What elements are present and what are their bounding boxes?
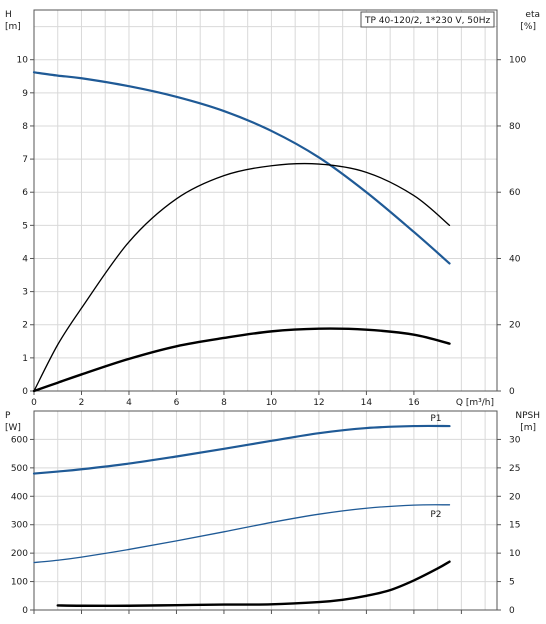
chart0-series-1-line [33,162,451,392]
chart0-ytick-left-label: 8 [22,122,28,132]
chart1-ytick-left-label: 400 [11,492,28,502]
chart1-ytick-right-label: 25 [509,464,520,474]
chart0-ytick-right-label: 80 [509,122,521,132]
chart0-ylabel-right-unit: [%] [520,22,536,32]
chart0-title-box [360,11,495,28]
chart0-ytick-left-label: 0 [22,387,28,397]
chart1-ytick-right-label: 0 [509,606,515,616]
chart0-xtick-label: 12 [313,398,324,408]
chart1-panel [30,410,501,614]
chart0-xtick-label: 4 [126,398,132,408]
chart0-ytick-left-label: 2 [22,321,28,331]
chart0-xtick-label: 2 [79,398,85,408]
chart1-series-0-label: P1 [430,414,441,424]
chart1-ylabel-right-unit: [m] [520,423,536,433]
chart0-ytick-left-label: 7 [22,155,28,165]
chart0-ytick-right-label: 40 [509,254,521,264]
chart1-series-1-label: P2 [430,510,441,520]
chart1-ytick-right-label: 10 [509,549,521,559]
chart1-series-1-line [33,504,451,564]
chart0-series-2-line [32,327,451,393]
chart0-ytick-right-label: 20 [509,321,521,331]
chart0-xtick-label: 16 [408,398,420,408]
chart0-xtick-label: 6 [174,398,180,408]
chart1-ytick-left-label: 600 [11,435,28,445]
chart0-ytick-left-label: 6 [22,188,28,198]
chart1-series-0-line [32,424,451,475]
chart0-frame [33,9,498,392]
chart0-panel [30,9,501,395]
chart0-title: TP 40-120/2, 1*230 V, 50Hz [364,16,491,26]
chart0-ylabel-left: H [5,10,12,20]
chart0-xtick-label: 8 [221,398,227,408]
chart0-ytick-right-label: 100 [509,56,526,66]
chart0-xlabel: Q [m³/h] [456,398,494,408]
chart1-ytick-right-label: 5 [509,578,515,588]
chart1-ytick-right-label: 20 [509,492,521,502]
chart1-ylabel-right: NPSH [515,411,540,421]
chart0-ylabel-left-unit: [m] [5,22,21,32]
chart1-ytick-left-label: 0 [22,606,28,616]
chart0-ytick-left-label: 5 [22,221,28,231]
chart1-series-2-line [56,560,451,607]
chart0-ytick-left-label: 4 [22,254,28,264]
chart0-ytick-left-label: 10 [17,56,29,66]
chart1-ytick-left-label: 100 [11,578,28,588]
chart0-xtick-label: 10 [266,398,278,408]
chart1-ylabel-left: P [5,411,11,421]
chart0-ytick-right-label: 60 [509,188,521,198]
chart0-ytick-left-label: 3 [22,288,28,298]
chart1-ytick-left-label: 200 [11,549,28,559]
chart0-ylabel-right: eta [525,10,540,20]
chart0-xtick-label: 14 [361,398,373,408]
chart1-frame [33,410,498,611]
chart0-xtick-label: 0 [31,398,37,408]
chart0-ytick-left-label: 9 [22,89,28,99]
chart1-ytick-left-label: 300 [11,521,28,531]
chart1-ytick-left-label: 500 [11,464,28,474]
chart1-ytick-right-label: 15 [509,521,520,531]
chart0-series-0-line [32,71,451,265]
chart1-ytick-right-label: 30 [509,435,521,445]
chart0-ytick-left-label: 1 [22,354,28,364]
chart1-ylabel-left-unit: [W] [5,423,21,433]
chart0-ytick-right-label: 0 [509,387,515,397]
